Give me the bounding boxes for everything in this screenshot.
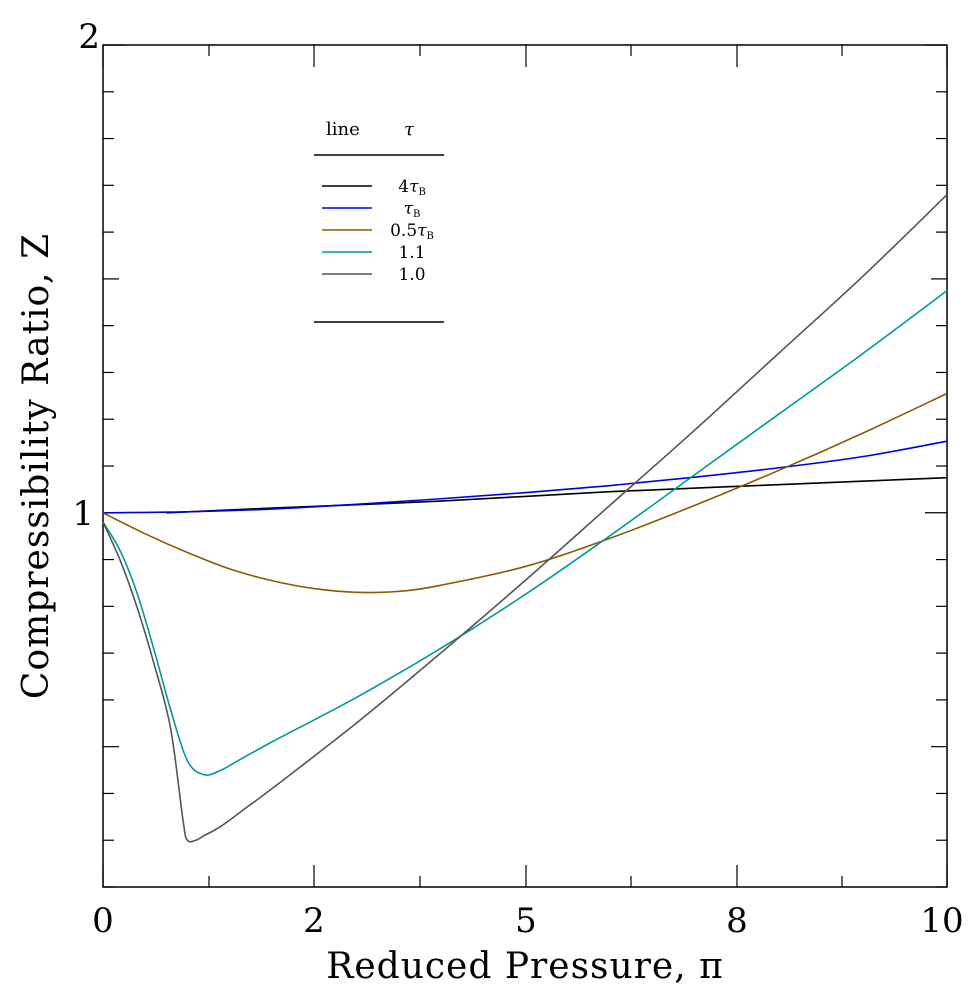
x-tick-label-4: 10 [920, 901, 963, 941]
y-tick-label-1: 2 [78, 17, 100, 57]
x-axis-title: Reduced Pressure, π [326, 946, 724, 985]
legend-label-4: 1.0 [398, 265, 425, 285]
x-tick-label-2: 5 [515, 901, 537, 941]
x-tick-label-1: 2 [303, 901, 325, 941]
legend-header-tau: τ [404, 119, 415, 140]
series-line-1 [102, 440, 948, 514]
x-tick-label-3: 8 [726, 901, 748, 941]
y-tick-label-0: 1 [72, 494, 94, 534]
plot-border [102, 44, 948, 888]
plot-frame [102, 44, 948, 888]
legend-label-1: τB [404, 199, 421, 220]
legend-label-0: 4τB [398, 177, 426, 198]
legend-label-2: 0.5τB [390, 221, 434, 242]
legend-label-3: 1.1 [398, 243, 425, 263]
axis-ticks [102, 44, 948, 888]
series-lines [102, 194, 948, 843]
series-line-2 [102, 392, 948, 594]
series-line-0 [166, 476, 948, 514]
x-tick-label-0: 0 [92, 901, 114, 941]
legend-header-line: line [326, 119, 360, 140]
series-line-4 [102, 194, 948, 843]
y-axis-title: Compressibility Ratio, Z [16, 233, 57, 699]
series-line-3 [102, 289, 948, 776]
